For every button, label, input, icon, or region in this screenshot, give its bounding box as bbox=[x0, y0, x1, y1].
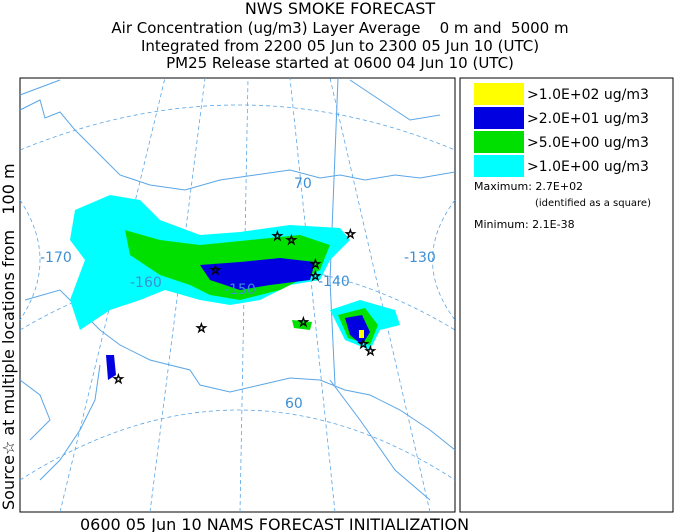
subtitle: PM25 Release started at 0600 04 Jun 10 (… bbox=[166, 54, 514, 72]
map-labels: -170 -160 -150 -140 -130 70 60 bbox=[40, 176, 436, 412]
maximum-note: (identified as a square) bbox=[535, 198, 651, 209]
title: NWS SMOKE FORECAST bbox=[245, 0, 436, 18]
svg-text:☆: ☆ bbox=[345, 227, 356, 241]
map-label: 70 bbox=[294, 176, 312, 192]
svg-text:☆: ☆ bbox=[310, 269, 321, 283]
svg-text:☆: ☆ bbox=[310, 257, 321, 271]
coastline bbox=[19, 77, 456, 501]
svg-text:☆: ☆ bbox=[298, 315, 309, 329]
svg-text:☆: ☆ bbox=[358, 337, 369, 351]
legend-swatch bbox=[474, 131, 524, 153]
legend-label: >5.0E+00 ug/m3 bbox=[527, 135, 649, 151]
legend-swatch bbox=[474, 155, 524, 177]
svg-text:☆: ☆ bbox=[365, 344, 376, 358]
legend-label: >1.0E+00 ug/m3 bbox=[527, 159, 649, 175]
legend-swatch bbox=[474, 83, 524, 105]
svg-text:☆: ☆ bbox=[196, 321, 207, 335]
map-label: -130 bbox=[404, 250, 436, 266]
legend: >1.0E+02 ug/m3 >2.0E+01 ug/m3 >5.0E+00 ug/… bbox=[474, 83, 649, 177]
map-label: -170 bbox=[40, 250, 72, 266]
svg-text:☆: ☆ bbox=[210, 263, 221, 277]
subtitle: Integrated from 2200 05 Jun to 2300 05 J… bbox=[141, 37, 539, 55]
minimum: Minimum: 2.1E-38 bbox=[474, 218, 575, 231]
svg-text:☆: ☆ bbox=[272, 229, 283, 243]
side-label: Source☆ at multiple locations from 100 m bbox=[0, 163, 18, 510]
svg-text:☆: ☆ bbox=[113, 372, 124, 386]
legend-label: >2.0E+01 ug/m3 bbox=[527, 111, 649, 127]
source-markers: ☆☆ ☆ ☆☆ ☆ ☆☆☆ ☆☆ bbox=[113, 227, 377, 387]
legend-swatch bbox=[474, 107, 524, 129]
map-label: -160 bbox=[130, 275, 162, 291]
legend-label: >1.0E+02 ug/m3 bbox=[527, 87, 649, 103]
subtitle: Air Concentration (ug/m3) Layer Average … bbox=[111, 19, 568, 37]
map-label: -150 bbox=[224, 282, 256, 298]
maximum: Maximum: 2.7E+02 bbox=[474, 180, 583, 193]
svg-text:☆: ☆ bbox=[286, 233, 297, 247]
smoke-plume bbox=[70, 195, 400, 380]
map-label: -140 bbox=[318, 274, 350, 290]
graticule bbox=[19, 77, 456, 513]
footer: 0600 05 Jun 10 NAMS FORECAST INITIALIZAT… bbox=[80, 515, 469, 532]
map-label: 60 bbox=[285, 396, 303, 412]
